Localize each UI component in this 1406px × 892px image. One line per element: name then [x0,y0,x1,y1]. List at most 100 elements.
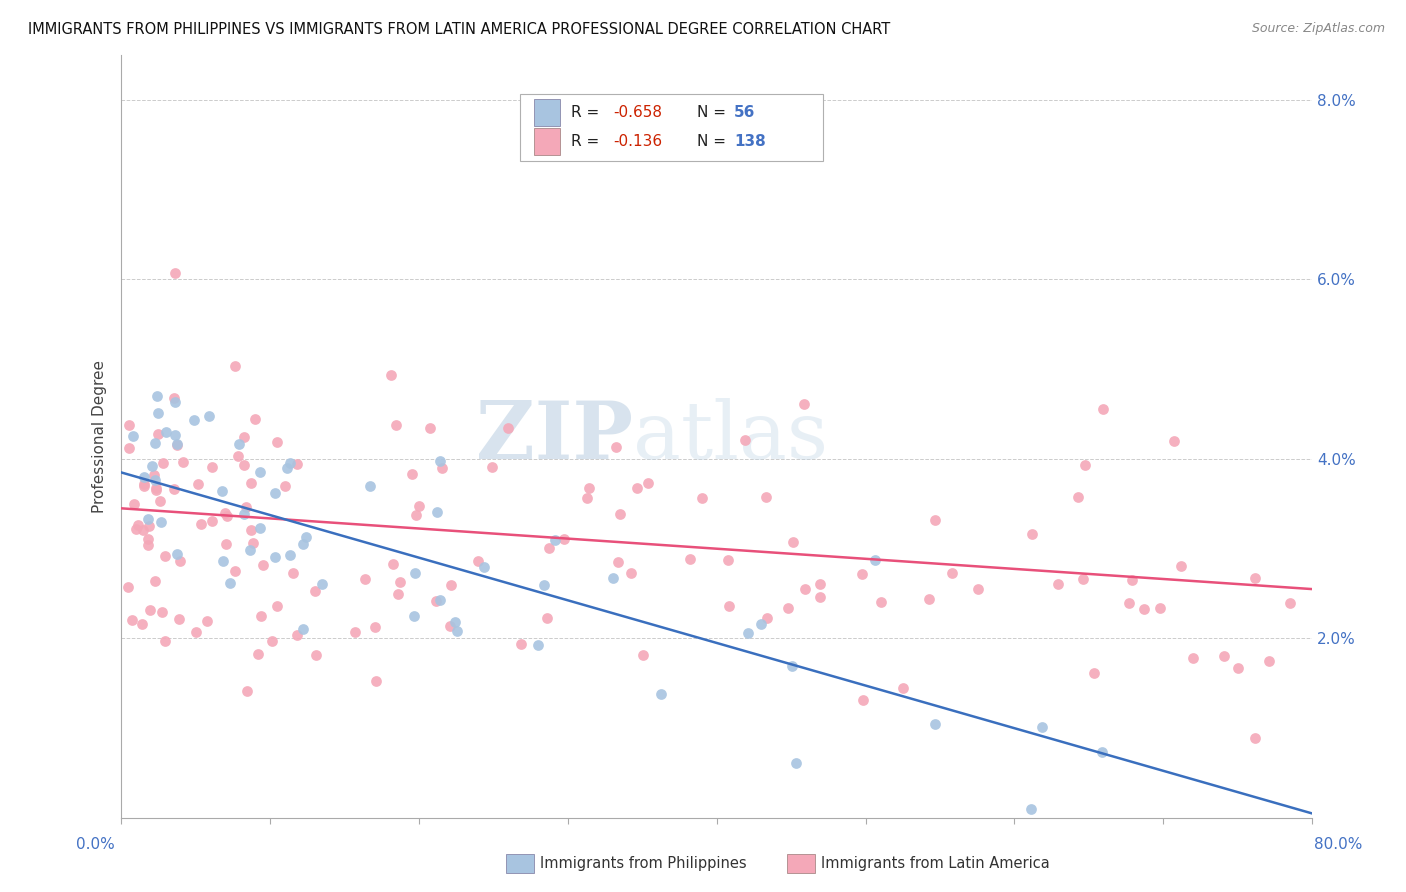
Text: atlas: atlas [633,398,828,475]
Point [1279,596,1302,610]
Text: Source: ZipAtlas.com: Source: ZipAtlas.com [1251,22,1385,36]
Point [249,521,271,535]
Point [146,406,169,420]
Point [924,513,946,527]
Point [870,595,893,609]
Point [384,417,406,432]
Point [1213,648,1236,663]
Point [941,566,963,580]
Point [200,459,222,474]
Point [143,435,166,450]
Point [238,543,260,558]
Point [240,476,263,491]
Point [304,584,326,599]
Point [150,606,173,620]
Point [155,425,177,440]
Point [125,522,148,536]
Point [155,549,177,563]
Point [276,461,298,475]
Point [235,500,257,515]
Point [132,523,155,537]
Point [136,512,159,526]
Point [718,599,741,614]
Text: Immigrants from Latin America: Immigrants from Latin America [821,856,1050,871]
Text: 56: 56 [734,105,755,120]
Point [626,481,648,495]
Point [1019,802,1042,816]
Point [1021,526,1043,541]
Point [419,421,441,435]
Point [118,418,141,433]
Point [536,611,558,625]
Point [637,476,659,491]
Text: 0.0%: 0.0% [76,838,115,852]
Point [249,466,271,480]
Point [127,518,149,533]
Point [239,523,262,537]
Point [117,581,139,595]
Point [163,482,186,496]
Point [1244,731,1267,746]
Point [183,412,205,426]
Point [364,673,387,688]
Point [278,548,301,562]
Point [865,553,887,567]
Point [143,473,166,487]
Point [575,491,598,505]
Point [152,456,174,470]
Point [166,547,188,561]
Point [138,533,160,547]
Point [401,467,423,481]
Point [966,582,988,597]
Point [233,458,256,473]
Point [242,536,264,550]
Point [808,590,831,604]
Point [785,756,807,771]
Point [131,617,153,632]
Point [605,440,627,454]
Point [218,575,240,590]
Point [281,566,304,581]
Point [211,554,233,568]
Point [141,458,163,473]
Point [311,577,333,591]
Point [780,658,803,673]
Point [155,633,177,648]
Point [122,497,145,511]
Point [236,683,259,698]
Text: R =: R = [571,105,605,120]
Point [852,693,875,707]
Point [146,426,169,441]
Point [121,429,143,443]
Point [578,481,600,495]
Point [1244,571,1267,585]
Point [169,554,191,568]
Point [602,571,624,585]
Point [650,687,672,701]
Point [143,574,166,588]
Point [165,395,187,409]
Point [228,450,250,464]
Point [163,266,186,280]
Point [1133,602,1156,616]
Text: Immigrants from Philippines: Immigrants from Philippines [540,856,747,871]
Point [233,430,256,444]
Point [533,578,555,592]
Point [232,507,254,521]
Point [544,533,567,547]
Point [343,624,366,639]
Point [139,603,162,617]
Point [215,508,238,523]
Point [363,619,385,633]
Point [690,491,713,506]
Point [166,437,188,451]
Point [537,541,560,555]
Text: ZIP: ZIP [477,398,633,475]
Point [224,359,246,373]
Point [187,477,209,491]
Point [146,389,169,403]
Point [527,638,550,652]
Point [553,533,575,547]
Point [245,412,267,426]
Point [429,592,451,607]
